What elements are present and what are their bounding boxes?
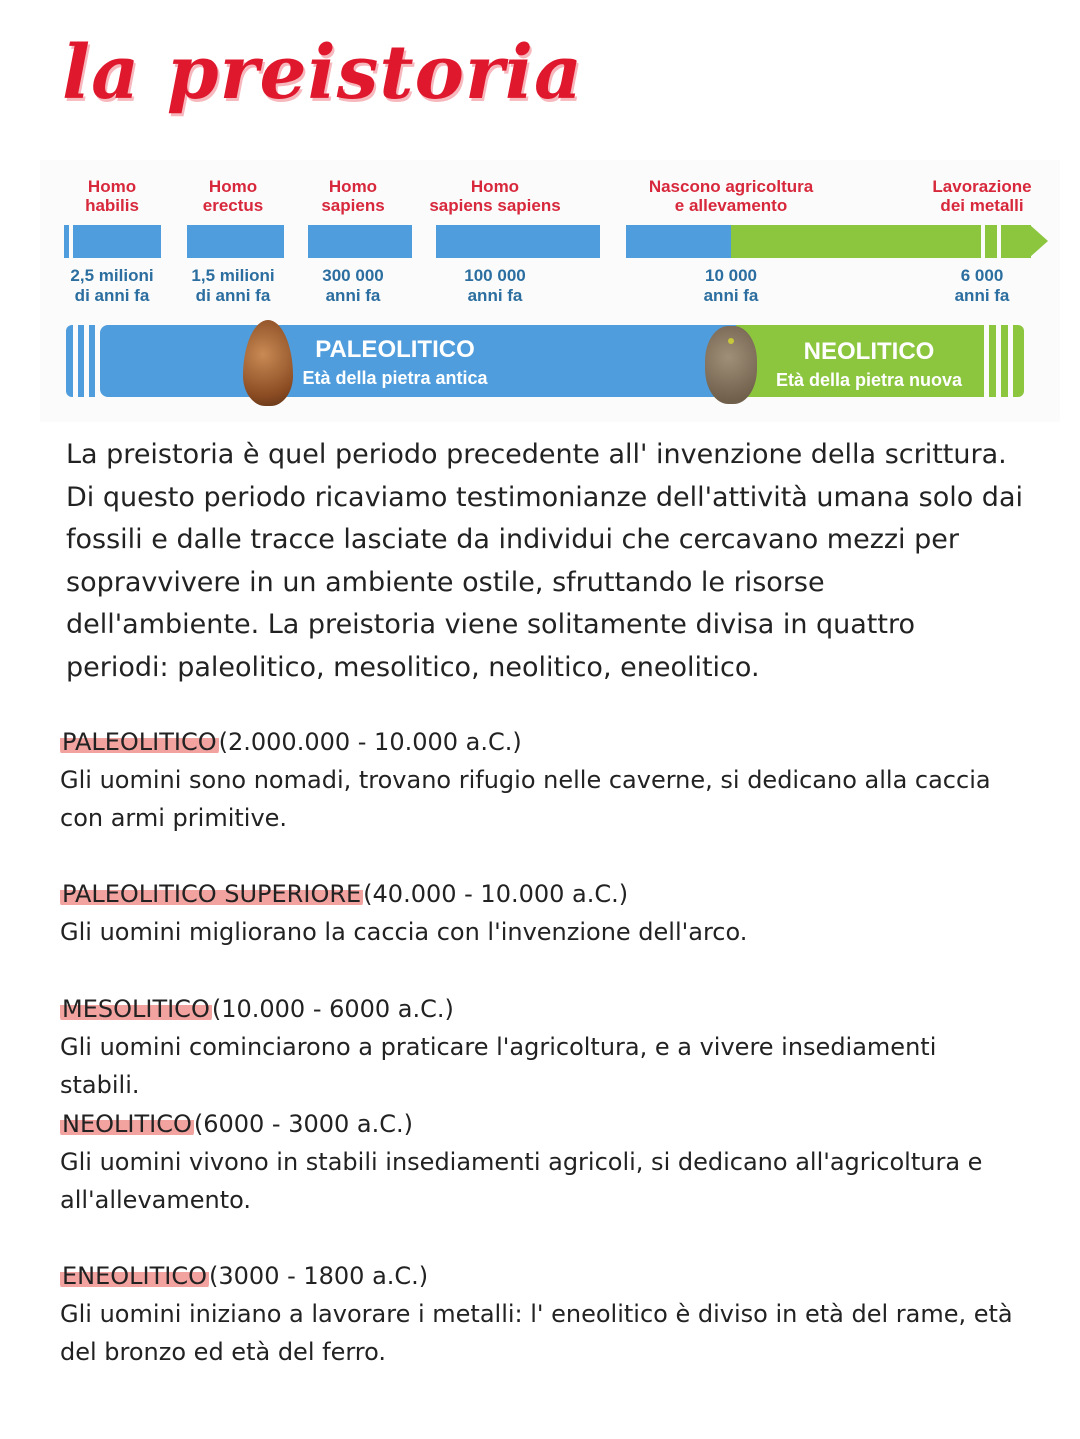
section-mesolitico: MESOLITICO(10.000 - 6000 a.C.) Gli uomin… xyxy=(60,990,1020,1104)
section-text: Gli uomini sono nomadi, trovano rifugio … xyxy=(60,766,991,832)
polished-stone-image xyxy=(705,326,757,404)
event-label: Homo erectus xyxy=(202,177,264,215)
period-name: NEOLITICO xyxy=(803,338,935,365)
section-heading: NEOLITICO xyxy=(60,1110,194,1138)
period-name: PALEOLITICO xyxy=(315,336,475,363)
timeline-bar-segment xyxy=(308,225,412,258)
period-band-edge xyxy=(66,325,73,397)
period-band-edge xyxy=(1001,325,1008,397)
section-heading: PALEOLITICO xyxy=(60,728,219,756)
section-text: Gli uomini iniziano a lavorare i metalli… xyxy=(60,1300,1013,1366)
neolitico-band xyxy=(736,325,984,397)
section-text: Gli uomini migliorano la caccia con l'in… xyxy=(60,918,748,946)
event-label: Homo sapiens sapiens xyxy=(429,177,561,215)
event-label: Homo sapiens xyxy=(321,177,385,215)
period-band-edge xyxy=(989,325,996,397)
date-label: 1,5 milioni di anni fa xyxy=(191,266,275,305)
date-label: 10 000 anni fa xyxy=(703,266,759,305)
section-heading: PALEOLITICO SUPERIORE xyxy=(60,880,364,908)
section-paleolitico-superiore: PALEOLITICO SUPERIORE(40.000 - 10.000 a.… xyxy=(60,875,1020,951)
neolitico-label: NEOLITICO Età della pietra nuova xyxy=(776,338,962,391)
section-eneolitico: ENEOLITICO(3000 - 1800 a.C.) Gli uomini … xyxy=(60,1257,1020,1371)
date-label: 6 000 anni fa xyxy=(954,266,1010,305)
section-range: (2.000.000 - 10.000 a.C.) xyxy=(218,728,522,756)
period-band-edge xyxy=(89,325,95,397)
timeline-bar-green xyxy=(985,225,997,258)
page-title: la preistoria xyxy=(62,30,583,116)
timeline-bar-green xyxy=(1001,225,1031,258)
section-text: Gli uomini vivono in stabili insediament… xyxy=(60,1148,983,1214)
event-label: Nascono agricoltura e allevamento xyxy=(648,177,814,215)
stone-tool-image xyxy=(243,320,293,406)
event-label: Lavorazione dei metalli xyxy=(932,177,1032,215)
event-label: Homo habilis xyxy=(85,177,139,215)
section-text: Gli uomini cominciarono a praticare l'ag… xyxy=(60,1033,937,1099)
section-heading: ENEOLITICO xyxy=(60,1262,210,1290)
section-heading: MESOLITICO xyxy=(60,995,212,1023)
period-subtitle: Età della pietra nuova xyxy=(775,370,963,390)
section-range: (6000 - 3000 a.C.) xyxy=(193,1110,413,1138)
section-range: (3000 - 1800 a.C.) xyxy=(209,1262,429,1290)
timeline-bar-green xyxy=(731,225,981,258)
section-neolitico: NEOLITICO(6000 - 3000 a.C.) Gli uomini v… xyxy=(60,1105,1020,1219)
paleolitico-label: PALEOLITICO Età della pietra antica xyxy=(302,336,487,389)
paleolitico-band xyxy=(100,325,736,397)
section-range: (40.000 - 10.000 a.C.) xyxy=(363,880,629,908)
arrow-right-icon xyxy=(1030,225,1048,257)
date-label: 300 000 anni fa xyxy=(322,266,384,305)
timeline-bar-segment xyxy=(626,225,731,258)
period-band-edge xyxy=(78,325,84,397)
date-label: 2,5 milioni di anni fa xyxy=(70,266,154,305)
timeline-bar-segment xyxy=(436,225,600,258)
timeline-bar-segment xyxy=(187,225,284,258)
timeline-bar-segment xyxy=(73,225,161,258)
period-subtitle: Età della pietra antica xyxy=(302,368,488,388)
date-label: 100 000 anni fa xyxy=(464,266,526,305)
section-range: (10.000 - 6000 a.C.) xyxy=(211,995,454,1023)
timeline-figure: Homo habilis Homo erectus Homo sapiens H… xyxy=(40,160,1060,422)
section-paleolitico: PALEOLITICO(2.000.000 - 10.000 a.C.) Gli… xyxy=(60,723,1020,837)
timeline-bar-segment xyxy=(64,225,69,258)
intro-paragraph: La preistoria è quel periodo precedente … xyxy=(66,439,1023,683)
period-band-edge xyxy=(1013,325,1024,397)
